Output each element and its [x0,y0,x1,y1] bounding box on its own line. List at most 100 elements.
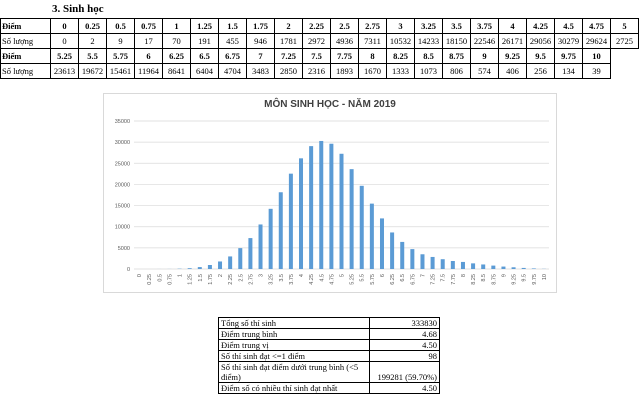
summary-label: Điểm trung bình [218,328,370,340]
summary-row: Số thí sinh đạt <=1 điểm 98 [218,350,440,362]
score-table: Điểm 0 0.25 0.5 0.75 1 1.25 1.5 1.75 2 2.25 2.5 2.75… [0,18,639,79]
score-cell: 8 [358,48,387,64]
count-cell: 806 [442,63,471,79]
count-cell: 1073 [414,63,443,79]
x-tick-label: 7.25 [431,274,437,285]
score-cell: 1.25 [190,18,219,34]
x-tick-label: 7.75 [451,274,457,285]
x-tick-label: 7 [420,274,426,277]
count-cell: 2316 [302,63,331,79]
count-cell: 19672 [78,63,107,79]
count-cell: 39 [582,63,611,79]
x-tick-label: 5 [340,274,346,277]
x-tick-label: 0.75 [167,274,173,285]
x-tick-label: 9.75 [532,274,538,285]
count-cell: 7311 [358,33,387,49]
count-cell: 1333 [386,63,415,79]
bar [511,267,516,269]
score-cell: 3.25 [414,18,443,34]
y-tick-label: 15000 [115,204,130,210]
summary-row: Số thí sinh đạt điểm dưới trung bình (<5… [218,361,440,383]
summary-label: Số thí sinh đạt <=1 điểm [218,350,370,362]
summary-label: Điểm trung vị [218,339,370,351]
score-cell: 8.75 [442,48,471,64]
bar [339,153,344,269]
bar [207,264,212,269]
summary-value: 4.50 [369,382,440,394]
score-cell: 0.25 [78,18,107,34]
chart: MÔN SINH HỌC - NĂM 201905000100001500020… [115,97,549,285]
bar [299,158,304,269]
bar [238,248,243,269]
x-tick-label: 1.25 [188,274,194,285]
y-tick-label: 25000 [115,161,130,167]
bar [379,218,384,269]
score-cell: 0.5 [106,18,135,34]
count-cell: 1893 [330,63,359,79]
bar [197,267,202,269]
count-row: Số lượng 0 2 9 17 70 191 455 946 1781 2972 4936 7311… [0,33,639,49]
count-cell: 2725 [610,33,639,49]
x-tick-label: 9.25 [512,274,518,285]
count-cell: 2 [78,33,107,49]
summary-value: 333830 [369,317,440,329]
x-tick-label: 4.75 [329,274,335,285]
x-tick-label: 10 [542,274,548,280]
x-tick-label: 4 [299,274,305,277]
x-tick-label: 2.75 [248,274,254,285]
score-cell: 9.75 [554,48,583,64]
score-cell: 1 [162,18,191,34]
bar [248,238,253,269]
score-cell: 7.75 [330,48,359,64]
score-cell: 2.5 [330,18,359,34]
count-cell: 134 [554,63,583,79]
x-tick-label: 0 [137,274,143,277]
count-cell: 18150 [442,33,471,49]
summary-table: Tổng số thí sinh 333830 Điểm trung bình 4.6… [218,317,440,394]
count-cell: 70 [162,33,191,49]
score-cell: 7 [246,48,275,64]
count-cell: 22546 [470,33,499,49]
score-cell: 6.5 [190,48,219,64]
count-cell: 15461 [106,63,135,79]
score-cell: 6 [134,48,163,64]
x-tick-label: 8 [461,274,467,277]
x-tick-label: 3.75 [289,274,295,285]
score-cell: 8.5 [414,48,443,64]
summary-row: Điểm trung vị 4.50 [218,339,440,351]
score-cell: 6.25 [162,48,191,64]
bar [258,224,263,269]
summary-label: Tổng số thí sinh [218,317,370,329]
score-cell: 9.25 [498,48,527,64]
score-cell: 1.5 [218,18,247,34]
count-cell: 26171 [498,33,527,49]
x-tick-label: 2 [218,274,224,277]
score-cell: 9 [470,48,499,64]
y-tick-label: 5000 [118,246,130,252]
bar [440,259,445,269]
count-cell: 8641 [162,63,191,79]
bar [491,265,496,269]
x-tick-label: 0.5 [157,274,163,282]
y-tick-label: 35000 [115,119,130,125]
score-row: Điểm 5.25 5.5 5.75 6 6.25 6.5 6.75 7 7.25 7.5 7.75 8… [0,48,639,64]
bar [531,268,536,269]
score-row: Điểm 0 0.25 0.5 0.75 1 1.25 1.5 1.75 2 2.25 2.5 2.75… [0,18,639,34]
row-label: Điểm [0,18,51,34]
x-tick-label: 2.5 [238,274,244,282]
x-tick-label: 5.25 [350,274,356,285]
chart-box: MÔN SINH HỌC - NĂM 2019 0 5000 10000 15000 20… [103,93,557,293]
score-cell: 2.75 [358,18,387,34]
score-cell: 8.25 [386,48,415,64]
score-cell: 0.75 [134,18,163,34]
score-cell: 6.75 [218,48,247,64]
chart-title: MÔN SINH HỌC - NĂM 2019 [264,97,396,110]
bar [349,169,354,269]
x-tick-label: 4.5 [319,274,325,282]
bar [460,261,465,269]
row-label: Điểm [0,48,51,64]
score-cell: 5.5 [78,48,107,64]
count-cell: 574 [470,63,499,79]
count-cell: 6404 [190,63,219,79]
count-cell: 9 [106,33,135,49]
